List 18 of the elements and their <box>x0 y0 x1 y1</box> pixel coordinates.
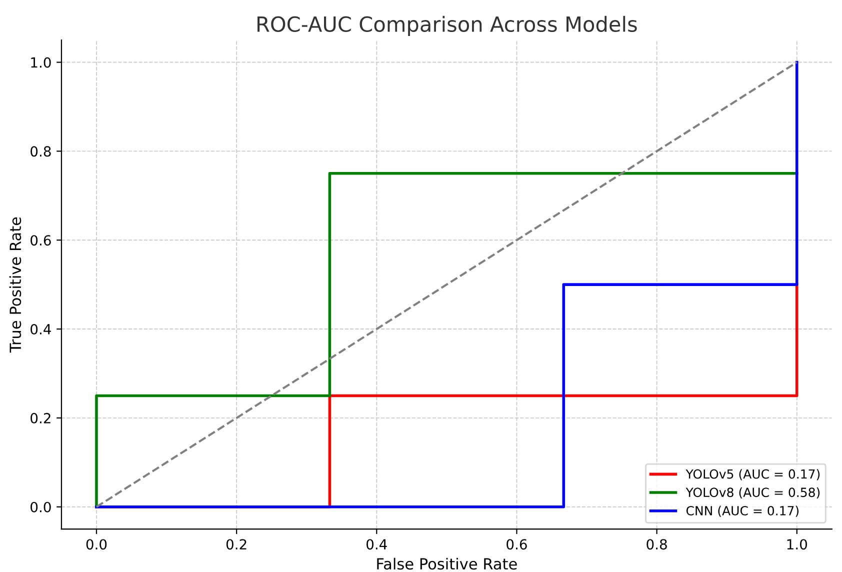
y-axis-title: True Positive Rate <box>9 217 22 353</box>
y-tick-label: 1.0 <box>31 57 51 68</box>
legend-label: YOLOv5 (AUC = 0.17) <box>686 469 820 480</box>
x-axis-title: False Positive Rate <box>377 558 517 570</box>
x-tick-label: 1.0 <box>787 539 807 550</box>
legend-label: YOLOv8 (AUC = 0.58) <box>686 487 820 499</box>
y-tick-label: 0.0 <box>30 502 51 512</box>
x-tick-label: 0.6 <box>506 539 527 550</box>
x-tick-label: 0.2 <box>226 539 246 550</box>
y-tick-label: 0.6 <box>30 235 51 246</box>
legend-label: CNN (AUC = 0.17) <box>686 506 799 517</box>
y-tick-label: 0.2 <box>30 412 50 424</box>
y-tick-label: 0.4 <box>30 324 51 335</box>
y-tick-label: 0.8 <box>30 146 51 157</box>
x-tick-label: 0.8 <box>646 539 667 550</box>
chart-title: ROC-AUC Comparison Across Models <box>258 16 637 36</box>
x-tick-label: 0.4 <box>366 539 387 550</box>
x-tick-label: 0.0 <box>86 539 107 550</box>
